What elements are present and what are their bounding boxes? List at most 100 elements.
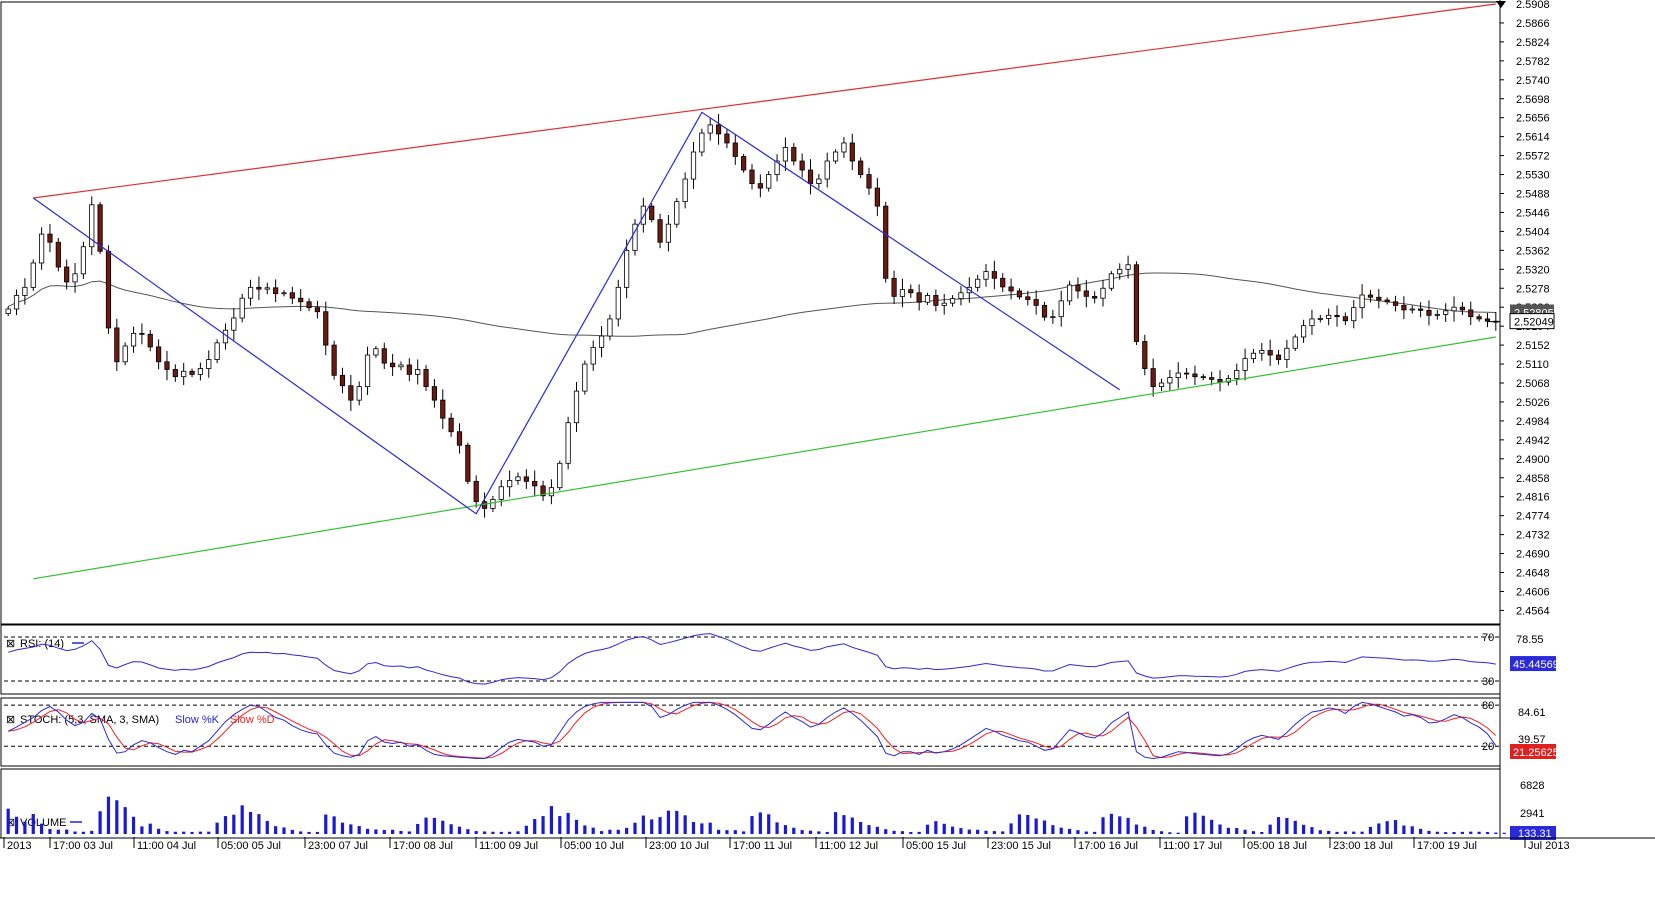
volume-bar [1159,831,1164,834]
candle-body [1083,290,1089,297]
candle-body [1092,295,1098,299]
candle-body [256,286,262,290]
volume-bar [750,816,754,834]
candle-body [89,204,95,248]
volume-bar [950,826,955,834]
candle-body [197,368,204,375]
volume-bar [967,829,971,834]
x-tick-label: 11:00 09 Jul [479,840,538,852]
candle-body [364,354,371,388]
volume-bar [1034,818,1038,834]
candle-body [1384,299,1390,303]
volume-bar [691,822,696,834]
upper-trend-line [33,3,1496,199]
volume-bar [165,831,169,834]
volume-bar [441,820,445,834]
volume-bar [257,814,261,834]
candle-body [398,364,404,368]
candle-body [373,348,379,356]
volume-bar [641,815,645,834]
volume-bar [1343,831,1347,834]
volume-bar [1226,827,1230,834]
candle-body [1066,284,1073,302]
candle-body [891,277,897,297]
candle-body [1267,350,1273,356]
volume-bar [1101,817,1105,834]
volume-bar [1118,816,1122,834]
scroll-marker-icon [1496,1,1506,8]
volume-bar [374,829,378,834]
candle-body [824,160,830,180]
volume-bar [1494,832,1498,834]
candle-body [1459,306,1465,311]
volume-bar [6,808,10,834]
candle-body [47,233,53,243]
volume-bar [1009,823,1013,834]
candle-body [415,369,421,375]
candle-body [1117,268,1123,275]
price-y-tick-label: 2.5152 [1516,340,1550,352]
volume-bar [859,822,863,834]
volume-bar [1143,826,1147,834]
candle-body [1359,294,1365,309]
volume-bar [48,829,52,834]
last-price-label: 2.52049 [1514,317,1554,329]
candle-body [1033,299,1039,306]
price-y-tick-label: 2.4942 [1516,435,1550,447]
volume-bar [1452,832,1456,834]
volume-bar [315,831,320,834]
candle-body [1158,382,1165,388]
candle-body [473,480,479,503]
candle-body [247,286,254,299]
candle-body [130,332,137,347]
volume-bar [1201,815,1205,834]
volume-bar [767,814,771,834]
candle-body [281,292,287,295]
volume-bar [909,832,913,834]
volume-bar [1477,831,1481,834]
candle-body [406,364,412,375]
volume-bar [365,828,370,834]
candle-body [139,332,145,335]
candle-body [1133,264,1140,342]
candle-body [1275,354,1282,360]
volume-bar [1084,831,1088,834]
candle-body [682,178,688,203]
svg-text:⊠: ⊠ [6,714,15,726]
x-tick-label: 23:00 18 Jul [1333,840,1393,852]
candle-body [791,147,797,162]
volume-bar [1419,828,1423,834]
volume-bar [1235,828,1239,834]
price-y-tick-label: 2.5656 [1516,113,1550,125]
candle-body [490,499,496,509]
moving-average-line [7,272,1496,337]
candle-body [114,327,120,363]
volume-bar [1251,831,1256,834]
volume-bar [992,831,996,834]
candle-body [624,249,630,288]
volume-bar [549,806,554,834]
candle-body [674,201,680,225]
volume-bar [65,829,69,834]
candle-body [1000,277,1006,288]
candle-body [1342,316,1348,322]
candle-body [181,370,187,378]
x-tick-label: 05:00 18 Jul [1247,840,1307,852]
price-y-tick-label: 2.5026 [1516,397,1550,409]
candle-body [557,462,563,489]
candle-body [390,362,396,368]
candle-body [757,183,763,189]
x-tick-label: Jul 2013 [1528,840,1570,852]
volume-bar [725,830,729,834]
candle-body [1443,310,1449,315]
volume-bar [566,812,570,834]
candle-body [1392,301,1399,306]
candle-body [1401,304,1407,311]
candle-body [465,444,471,482]
volume-bar [792,827,796,834]
candle-body [30,262,36,288]
volume-bar [215,822,219,834]
volume-bar [23,821,27,834]
candle-body [640,205,646,225]
